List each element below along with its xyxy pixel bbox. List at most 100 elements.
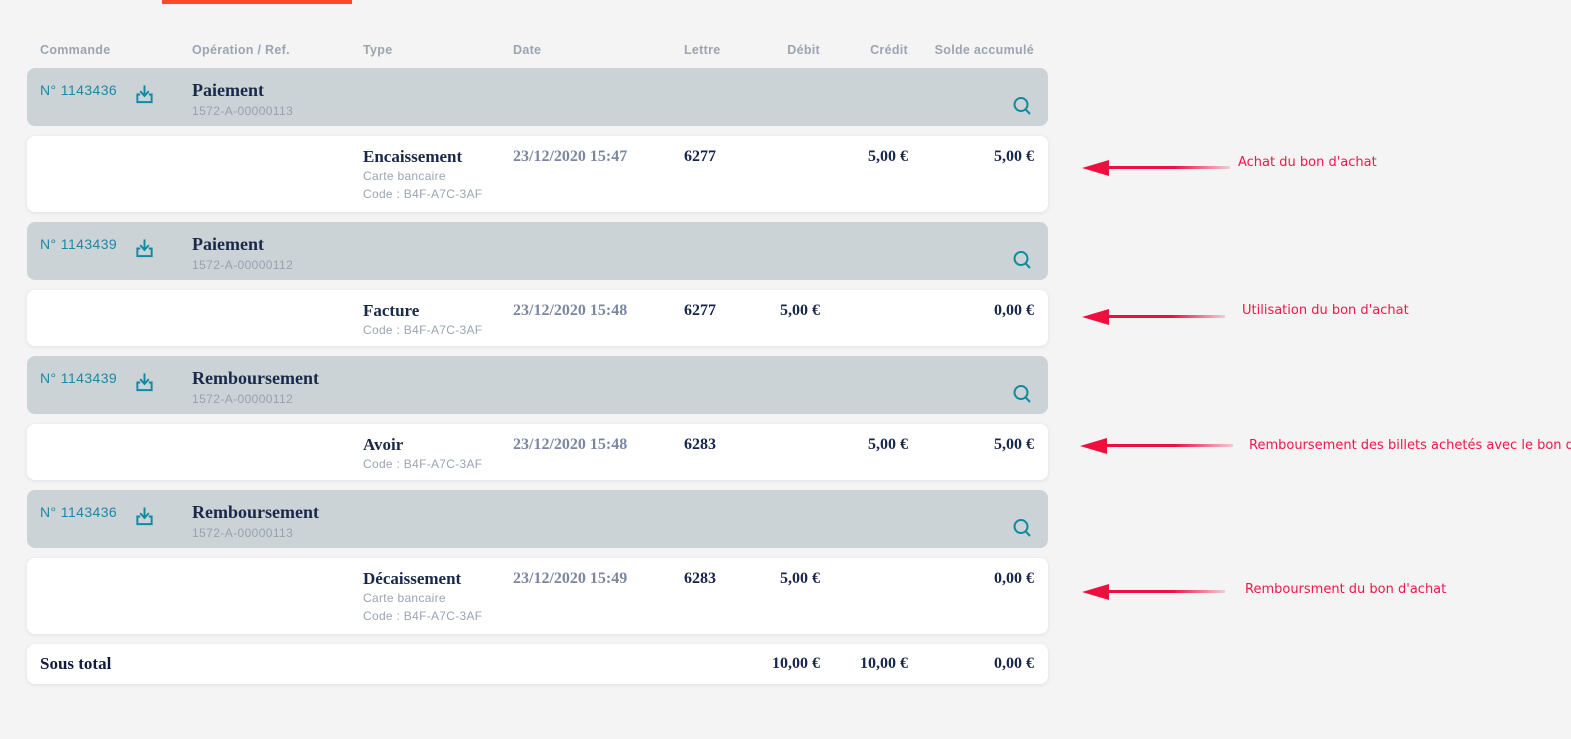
debit-cell: 5,00 € [780, 302, 820, 319]
column-header-lettre: Lettre [684, 43, 721, 57]
lettre-cell: 6277 [684, 148, 716, 165]
date-cell: 23/12/2020 15:49 [513, 570, 628, 587]
type-cell: Avoir Code : B4F-A7C-3AF [363, 435, 513, 480]
search-icon [1011, 517, 1034, 540]
annotation-label-achat: Achat du bon d'achat [1238, 155, 1377, 170]
date-cell: 23/12/2020 15:48 [513, 436, 628, 453]
column-header-date: Date [513, 43, 542, 57]
search-button[interactable] [1011, 240, 1034, 280]
column-header-type: Type [363, 43, 393, 57]
search-icon [1011, 383, 1034, 406]
date-cell: 23/12/2020 15:47 [513, 148, 628, 165]
download-icon [134, 238, 155, 259]
group-row-paiement-1143436: N° 1143436 Paiement 1572-A-00000113 [27, 68, 1048, 126]
download-button[interactable] [134, 84, 155, 105]
operation-title: Paiement [192, 80, 264, 100]
subtotal-solde: 0,00 € [994, 655, 1034, 672]
credit-cell: 5,00 € [868, 436, 908, 453]
column-header-commande: Commande [40, 43, 111, 57]
credit-cell [820, 301, 908, 346]
operation-title: Remboursement [192, 368, 319, 388]
subtotal-row: Sous total 10,00 € 10,00 € 0,00 € [27, 644, 1048, 684]
code-label: Code : B4F-A7C-3AF [363, 323, 483, 337]
operation-ref: 1572-A-00000113 [192, 104, 294, 118]
annotation-arrow-achat [1082, 160, 1230, 176]
download-icon [134, 84, 155, 105]
order-number-link[interactable]: N° 1143439 [40, 370, 118, 386]
detail-row-facture: Facture Code : B4F-A7C-3AF 23/12/2020 15… [27, 290, 1048, 346]
column-header-solde: Solde accumulé [934, 43, 1034, 57]
group-row-remboursement-1143436: N° 1143436 Remboursement 1572-A-00000113 [27, 490, 1048, 548]
code-label: Code : B4F-A7C-3AF [363, 609, 483, 623]
column-header-debit: Débit [787, 43, 820, 57]
commande-cell: N° 1143439 [40, 234, 192, 280]
column-header-credit: Crédit [870, 43, 908, 57]
download-icon [134, 372, 155, 393]
operation-ref: 1572-A-00000112 [192, 258, 294, 272]
code-label: Code : B4F-A7C-3AF [363, 187, 483, 201]
annotation-label-remboursement-bon: Remboursment du bon d'achat [1245, 582, 1447, 597]
active-tab-indicator [162, 0, 352, 4]
type-cell: Décaissement Carte bancaire Code : B4F-A… [363, 569, 513, 634]
transactions-table: Commande Opération / Ref. Type Date Lett… [27, 0, 1048, 684]
search-button[interactable] [1011, 86, 1034, 126]
operation-ref: 1572-A-00000113 [192, 526, 294, 540]
commande-cell: N° 1143436 [40, 502, 192, 548]
type-label: Décaissement [363, 569, 462, 588]
detail-row-decaissement: Décaissement Carte bancaire Code : B4F-A… [27, 558, 1048, 634]
download-button[interactable] [134, 506, 155, 527]
payment-method-label: Carte bancaire [363, 169, 446, 183]
operation-cell: Paiement 1572-A-00000113 [192, 80, 1011, 126]
subtotal-debit: 10,00 € [772, 655, 820, 672]
credit-cell: 5,00 € [868, 148, 908, 165]
subtotal-credit: 10,00 € [860, 655, 908, 672]
annotation-arrow-remboursement-bon [1082, 584, 1225, 600]
table-header-row: Commande Opération / Ref. Type Date Lett… [27, 42, 1048, 58]
order-number-link[interactable]: N° 1143439 [40, 236, 118, 252]
lettre-cell: 6283 [684, 436, 716, 453]
download-button[interactable] [134, 238, 155, 259]
annotation-arrow-remboursement-billets [1080, 438, 1233, 454]
annotation-label-remboursement-billets: Remboursement des billets achetés avec l… [1249, 438, 1571, 453]
payment-method-label: Carte bancaire [363, 591, 446, 605]
lettre-cell: 6283 [684, 570, 716, 587]
search-button[interactable] [1011, 374, 1034, 414]
operation-ref: 1572-A-00000112 [192, 392, 294, 406]
solde-cell: 0,00 € [994, 302, 1034, 319]
credit-cell [820, 569, 908, 634]
operation-title: Paiement [192, 234, 264, 254]
type-label: Encaissement [363, 147, 463, 166]
date-cell: 23/12/2020 15:48 [513, 302, 628, 319]
debit-cell: 5,00 € [780, 570, 820, 587]
download-icon [134, 506, 155, 527]
solde-cell: 0,00 € [994, 570, 1034, 587]
order-number-link[interactable]: N° 1143436 [40, 504, 118, 520]
search-icon [1011, 95, 1034, 118]
column-header-operation: Opération / Ref. [192, 43, 290, 57]
group-row-remboursement-1143439: N° 1143439 Remboursement 1572-A-00000112 [27, 356, 1048, 414]
group-row-paiement-1143439: N° 1143439 Paiement 1572-A-00000112 [27, 222, 1048, 280]
detail-row-encaissement: Encaissement Carte bancaire Code : B4F-A… [27, 136, 1048, 212]
code-label: Code : B4F-A7C-3AF [363, 457, 483, 471]
type-label: Avoir [363, 435, 404, 454]
type-cell: Facture Code : B4F-A7C-3AF [363, 301, 513, 346]
search-icon [1011, 249, 1034, 272]
annotation-label-utilisation: Utilisation du bon d'achat [1242, 303, 1409, 318]
solde-cell: 5,00 € [994, 436, 1034, 453]
lettre-cell: 6277 [684, 302, 716, 319]
search-button[interactable] [1011, 508, 1034, 548]
order-number-link[interactable]: N° 1143436 [40, 82, 118, 98]
operation-cell: Remboursement 1572-A-00000112 [192, 368, 1011, 414]
debit-cell [747, 435, 820, 480]
type-label: Facture [363, 301, 420, 320]
download-button[interactable] [134, 372, 155, 393]
debit-cell [747, 147, 820, 212]
operation-cell: Remboursement 1572-A-00000113 [192, 502, 1011, 548]
detail-row-avoir: Avoir Code : B4F-A7C-3AF 23/12/2020 15:4… [27, 424, 1048, 480]
annotation-arrow-utilisation [1082, 309, 1225, 325]
operation-cell: Paiement 1572-A-00000112 [192, 234, 1011, 280]
commande-cell: N° 1143439 [40, 368, 192, 414]
operation-title: Remboursement [192, 502, 319, 522]
commande-cell: N° 1143436 [40, 80, 192, 126]
solde-cell: 5,00 € [994, 148, 1034, 165]
